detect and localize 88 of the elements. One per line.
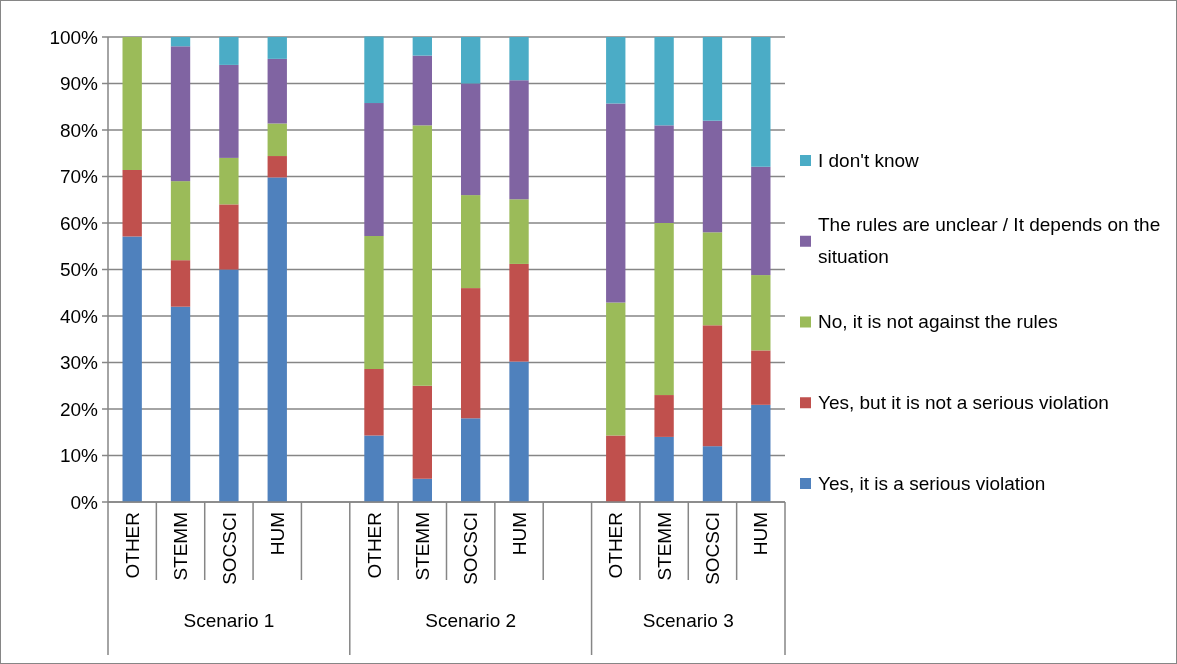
bar — [751, 350, 771, 405]
text: Scenario 2 — [425, 609, 517, 631]
legend-label: I don't know — [818, 149, 920, 171]
y-tick-label: 90% — [59, 73, 99, 95]
bar — [606, 435, 626, 502]
bar — [412, 385, 432, 479]
bar — [654, 223, 674, 396]
x-tick-label: SOCSCI — [702, 512, 724, 585]
bar — [122, 236, 142, 502]
bar — [751, 166, 771, 276]
x-tick-label: OTHER — [605, 512, 627, 579]
bar — [412, 125, 432, 386]
bar — [219, 157, 239, 205]
bar — [170, 181, 191, 261]
x-tick-label: OTHER — [363, 512, 385, 579]
text: Scenario 3 — [642, 609, 734, 631]
bar — [509, 80, 529, 200]
bar — [461, 37, 481, 84]
x-tick-label: SOCSCI — [218, 512, 240, 585]
y-tick-label: 40% — [59, 305, 99, 327]
bar — [606, 37, 626, 104]
bar — [219, 269, 239, 502]
bar — [364, 435, 384, 502]
bar — [267, 123, 287, 157]
bar — [702, 37, 723, 121]
bar — [654, 395, 674, 437]
x-tick-label: SOCSCI — [460, 512, 482, 585]
bar — [122, 37, 142, 170]
x-tick-label: STEMM — [653, 512, 675, 581]
bar — [170, 306, 191, 502]
bar — [170, 260, 191, 307]
y-tick-label: 10% — [59, 445, 99, 467]
y-tick-label: 20% — [59, 398, 99, 420]
bar — [170, 46, 191, 182]
bar — [702, 120, 723, 233]
x-tick-label: HUM — [508, 512, 530, 556]
bar — [751, 37, 771, 167]
legend-label: Yes, but it is not a serious violation — [818, 391, 1109, 413]
bar — [461, 288, 481, 419]
bar — [461, 418, 481, 502]
bar — [702, 232, 723, 326]
bar — [122, 169, 142, 237]
x-tick-label: STEMM — [411, 512, 433, 581]
bar — [702, 446, 723, 502]
bar — [412, 478, 432, 502]
bar — [412, 37, 432, 56]
bar — [751, 275, 771, 351]
bar — [364, 36, 384, 104]
bar — [364, 369, 384, 436]
y-tick-label: 30% — [59, 352, 99, 374]
bar — [751, 404, 771, 502]
bar — [219, 64, 239, 158]
bar — [461, 83, 481, 196]
bar — [267, 177, 287, 502]
y-tick-label: 0% — [70, 491, 99, 513]
bar — [412, 55, 432, 126]
bar — [509, 361, 529, 502]
x-tick-label: HUM — [266, 512, 288, 556]
bar — [606, 103, 626, 303]
y-tick-label: 100% — [49, 26, 99, 48]
x-tick-label: OTHER — [121, 512, 143, 579]
bar — [509, 263, 529, 362]
text: Scenario 1 — [183, 609, 275, 631]
bar — [702, 325, 723, 447]
y-tick-label: 50% — [59, 259, 99, 281]
legend-label: Yes, it is a serious violation — [818, 472, 1046, 494]
bar — [364, 236, 384, 370]
y-tick-label: 60% — [59, 212, 99, 234]
legend-label: The rules are unclear / It depends on the situation — [818, 214, 1161, 268]
bar — [267, 156, 287, 178]
bar — [267, 37, 287, 59]
legend-label: No, it is not against the rules — [818, 311, 1058, 333]
bar — [170, 37, 191, 47]
bar — [219, 204, 239, 270]
x-tick-label: HUM — [750, 512, 772, 556]
bar — [509, 37, 529, 81]
bar — [461, 195, 481, 289]
bar — [267, 58, 287, 124]
y-tick-label: 80% — [59, 119, 99, 141]
bar — [509, 199, 529, 264]
bar — [654, 125, 674, 223]
y-tick-label: 70% — [59, 166, 99, 188]
bar — [654, 436, 674, 502]
bar — [654, 37, 674, 126]
bar — [606, 302, 626, 436]
bar — [364, 103, 384, 237]
x-tick-label: STEMM — [170, 512, 192, 581]
bar — [219, 37, 239, 65]
